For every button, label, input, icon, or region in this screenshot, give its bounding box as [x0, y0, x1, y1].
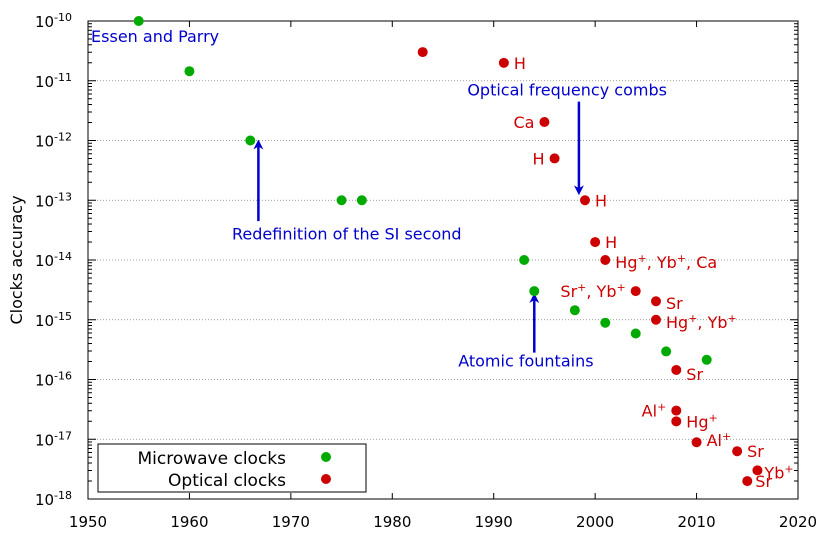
optical-point [580, 195, 590, 206]
point-label: Sr [747, 442, 764, 461]
y-tick-label: 10-10 [35, 11, 72, 32]
optical-point [691, 437, 702, 448]
microwave-point [184, 66, 195, 77]
optical-point [671, 416, 682, 427]
y-tick-label: 10-12 [35, 130, 72, 151]
y-tick-label: 10-14 [35, 250, 72, 271]
annotation-redefinition-si-second: Redefinition of the SI second [232, 225, 462, 244]
x-tick-label: 1970 [272, 513, 310, 531]
optical-point [600, 255, 611, 265]
point-label: Sr [666, 294, 683, 313]
microwave-point [701, 354, 712, 365]
legend-label-optical: Optical clocks [168, 471, 286, 491]
legend-marker-optical [321, 474, 331, 484]
grid-lines [88, 80, 798, 440]
microwave-point [519, 255, 530, 265]
x-tick-label: 1980 [373, 513, 411, 531]
x-tick-label: 2020 [779, 513, 817, 531]
x-tick-label: 1990 [475, 513, 513, 531]
microwave-point [661, 346, 672, 357]
point-label: Yb+ [763, 462, 793, 483]
x-tick-label: 1960 [170, 513, 208, 531]
optical-point [742, 476, 753, 487]
optical-point [590, 237, 601, 248]
microwave-point [569, 305, 580, 316]
optical-point [498, 57, 509, 68]
y-tick-label: 10-16 [35, 369, 72, 390]
y-axis-label: Clocks accuracy [7, 195, 26, 324]
optical-point [651, 314, 661, 325]
annotation-optical-frequency-combs: Optical frequency combs [467, 81, 667, 100]
optical-point [732, 446, 743, 457]
point-label: H [533, 149, 545, 168]
optical-point [630, 286, 641, 297]
microwave-point [245, 135, 256, 146]
microwave-point [336, 195, 347, 206]
point-label: Hg+, Yb+, Ca [615, 252, 717, 273]
legend-label-microwave: Microwave clocks [137, 449, 286, 469]
point-label: Al+ [707, 430, 732, 451]
optical-point [651, 296, 661, 307]
point-label: Al+ [642, 400, 667, 421]
microwave-point [630, 328, 641, 339]
microwave-point [133, 16, 144, 26]
y-axis-ticks: 10-10 10-11 10-12 10-13 10-14 10-15 10-16 10-17… [35, 11, 798, 510]
point-label: H [514, 54, 526, 73]
annotations: Essen and Parry Optical frequency combs Re… [91, 27, 667, 370]
y-tick-label: 10-18 [35, 489, 72, 510]
microwave-point [529, 286, 540, 297]
point-label: Hg+, Yb+ [666, 311, 737, 332]
point-label: Ca [513, 113, 534, 132]
point-label: H [595, 191, 607, 210]
y-tick-label: 10-17 [35, 429, 72, 450]
point-label: Sr [755, 472, 772, 491]
point-label: Hg+ [686, 411, 717, 432]
point-label: Sr [686, 365, 703, 384]
microwave-point [356, 195, 367, 206]
point-label: H [605, 233, 617, 252]
x-tick-label: 2000 [576, 513, 614, 531]
y-tick-label: 10-15 [35, 309, 72, 330]
x-tick-label: 1950 [69, 513, 107, 531]
x-axis-ticks: 1950 1960 1970 1980 1990 2000 2010 2020 [69, 21, 817, 531]
legend-marker-microwave [321, 452, 331, 462]
y-tick-label: 10-11 [35, 70, 72, 91]
optical-point [752, 465, 763, 476]
y-tick-label: 10-13 [35, 190, 72, 211]
optical-point [549, 153, 560, 164]
annotation-atomic-fountains: Atomic fountains [458, 351, 593, 370]
microwave-point [600, 317, 611, 328]
annotation-essen-and-parry: Essen and Parry [91, 27, 219, 46]
x-tick-label: 2010 [677, 513, 715, 531]
optical-point [671, 405, 682, 416]
optical-point [539, 116, 550, 127]
legend-box [97, 443, 367, 493]
optical-point [417, 47, 428, 58]
point-label: Sr+, Yb+ [560, 281, 625, 302]
optical-point [671, 364, 682, 375]
legend: Microwave clocks Optical clocks [97, 443, 367, 493]
